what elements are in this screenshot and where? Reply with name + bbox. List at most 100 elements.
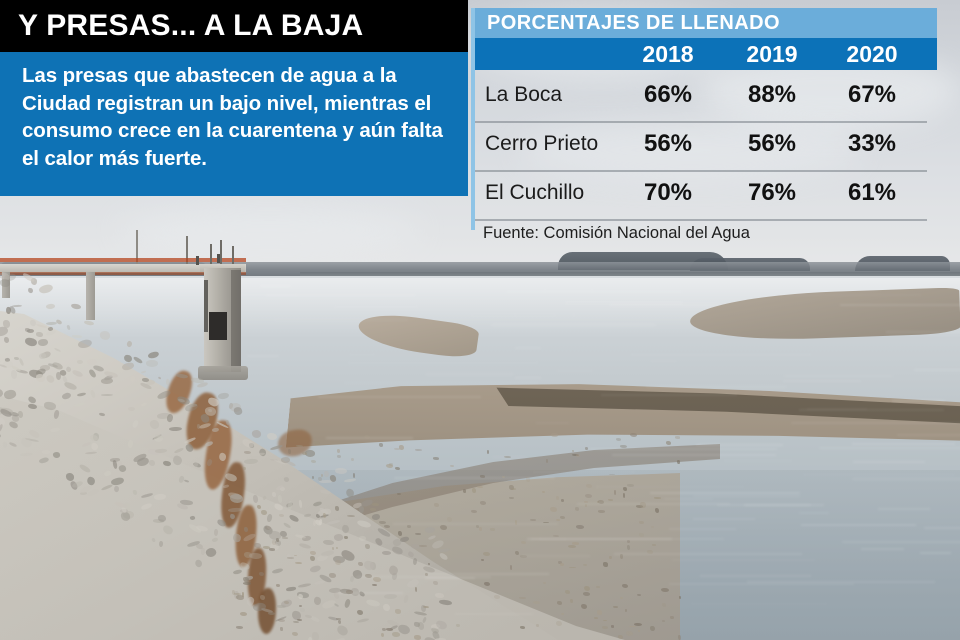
gravel [462,488,467,493]
gravel [626,539,631,544]
gravel [483,551,490,556]
gravel [556,621,563,626]
gravel [382,627,386,631]
water-ripple [886,330,960,333]
table-title: PORCENTAJES DE LLENADO [487,11,780,34]
water-ripple [645,386,788,389]
gravel [275,584,280,588]
gravel [637,629,641,633]
row-separator [475,121,927,123]
water-ripple [557,370,593,372]
cell-la-boca-2018: 66% [643,81,693,108]
gravel [662,620,666,622]
gravel [392,632,400,637]
gravel [529,458,533,460]
rock [27,403,38,409]
water-ripple [852,443,955,446]
page-title: Y PRESAS... A LA BAJA [18,9,364,42]
gravel [397,493,402,496]
gravel [310,555,315,562]
table-left-accent [471,8,475,230]
gravel [624,608,627,613]
table-row: La Boca 66% 88% 67% [475,70,937,119]
water-ripple [798,409,945,412]
gravel [580,603,587,609]
gravel [239,612,247,617]
person-silhouette [217,254,220,263]
water-ripple [920,551,951,554]
cell-la-boca-2019: 88% [747,81,797,108]
gravel [320,473,323,478]
gravel [558,561,562,565]
water-ripple [491,323,657,326]
gravel [427,563,431,566]
gravel [546,459,549,463]
table-row: El Cuchillo 70% 76% 61% [475,168,937,217]
gravel [494,595,501,599]
gravel [511,487,516,490]
gravel [597,510,605,513]
gravel [619,596,623,600]
rock [41,449,51,454]
water-ripple [861,547,905,550]
gravel [594,617,599,620]
water-ripple [798,511,829,514]
gravel [556,600,563,605]
gravel [584,585,591,592]
gravel [616,437,621,441]
rock [43,401,57,410]
gravel [576,454,580,457]
gravel [314,440,320,445]
cell-cerro-prieto-2019: 56% [747,130,797,157]
gravel [636,593,642,597]
gravel [586,484,593,489]
gravel [337,454,341,458]
gravel [608,473,616,476]
gravel [371,503,379,506]
gravel [384,524,390,528]
gravel [625,631,633,637]
rock [358,534,367,542]
column-header-2018: 2018 [642,41,694,67]
gravel [378,520,387,525]
gravel [414,449,423,452]
gravel [350,458,354,462]
water-ripple [800,523,917,526]
gravel [560,498,565,502]
gravel [542,490,546,494]
bridge-handrail [0,258,246,262]
water-ripple [693,517,756,520]
gravel [486,449,490,454]
gravel [649,626,655,632]
gravel [423,605,430,608]
water-ripple [514,346,541,349]
gravel [639,533,645,538]
gravel [509,485,514,490]
gravel [519,626,526,630]
row-label-el-cuchillo: El Cuchillo [485,181,585,204]
water-ripple [892,399,946,402]
water-ripple [696,444,783,447]
gravel [241,592,245,597]
intake-tower-shadow [231,270,241,372]
gravel [481,558,484,562]
gravel [582,563,588,566]
water-ripple [393,476,555,479]
water-ripple [700,574,812,577]
water-ripple [669,582,854,585]
gravel [654,507,659,513]
gravel [647,549,653,554]
gravel [518,596,526,599]
gravel [419,545,427,547]
gravel [574,507,579,511]
gravel [415,587,418,593]
gravel [620,554,623,559]
water-ripple [492,456,526,458]
water-ripple [877,508,931,511]
gravel [364,434,371,439]
rock [65,472,74,481]
gravel [582,592,591,597]
gravel [296,444,304,447]
gravel [343,536,348,540]
